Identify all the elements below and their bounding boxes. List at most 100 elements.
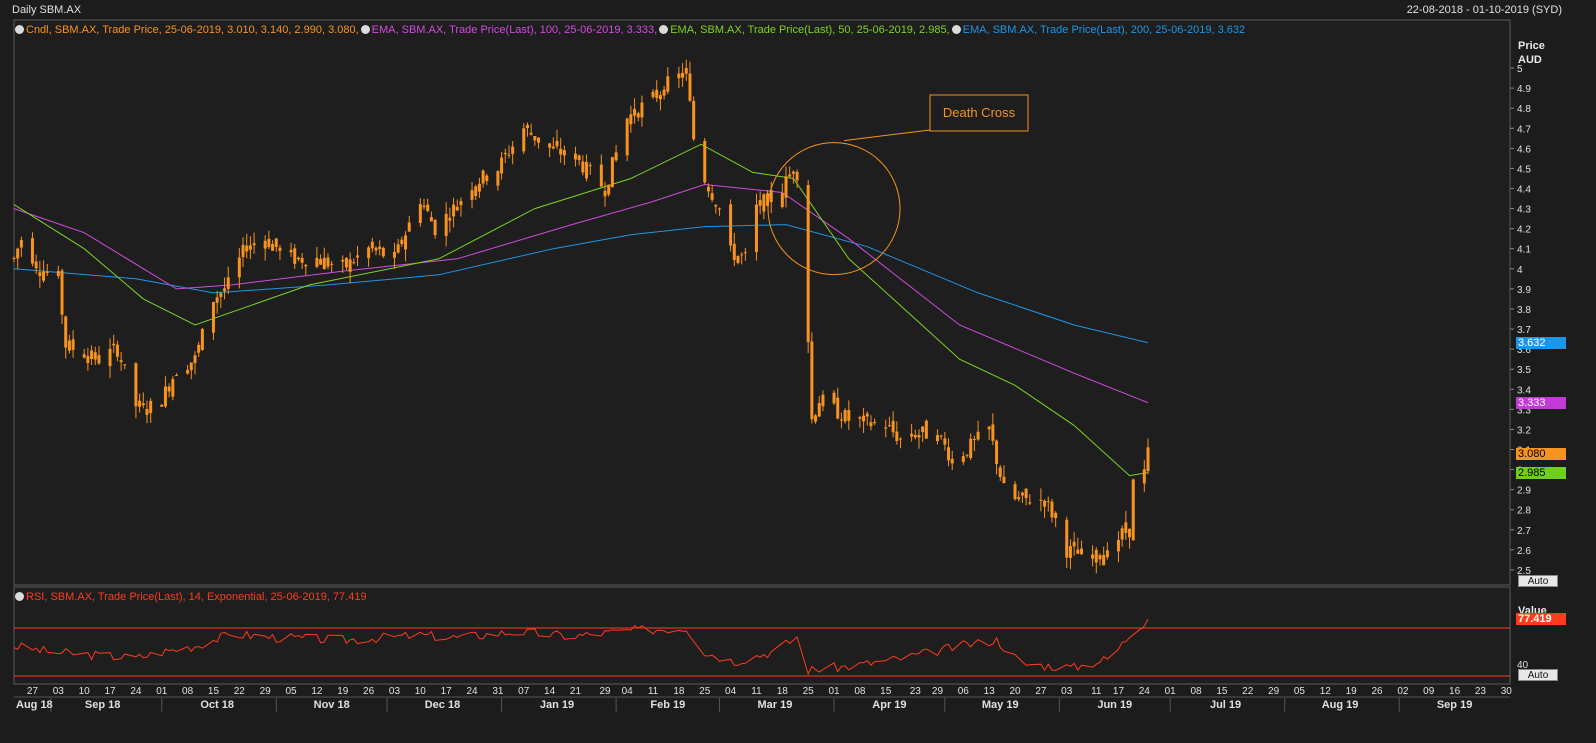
y-tick-label: 4.8	[1517, 104, 1531, 115]
candle-body	[433, 219, 437, 236]
x-day-label: 25	[699, 686, 711, 697]
candle-body	[581, 161, 585, 173]
candle-body	[271, 243, 275, 251]
candle-body	[961, 456, 965, 463]
date-x-axis: 27 03 10 17 24 01 08 15 22 29 05 12 19 26 03 10 17 24 31 07…	[14, 686, 1512, 712]
clock-icon	[360, 25, 370, 34]
candle-body	[507, 154, 511, 156]
candle-body	[474, 186, 478, 197]
candle-body	[64, 316, 68, 348]
y-tick-label: 3.8	[1517, 305, 1531, 316]
candle-body	[400, 239, 404, 245]
candle-body	[991, 424, 995, 441]
x-day-label: 29	[599, 686, 611, 697]
candle-body	[30, 238, 34, 264]
y-tick-label: 4.6	[1517, 144, 1531, 155]
rsi-auto-scale-button[interactable]: Auto	[1518, 669, 1558, 681]
x-month-label: Aug 19	[1322, 699, 1359, 711]
candle-body	[245, 245, 249, 252]
candle-body	[681, 72, 685, 78]
candle-body	[662, 89, 666, 96]
candle-body	[248, 245, 252, 250]
candle-body	[862, 415, 866, 422]
candle-body	[858, 417, 862, 419]
y-tick-label: 3.3	[1517, 405, 1531, 416]
candle-body	[163, 386, 167, 407]
candle-body	[263, 240, 267, 249]
candle-body	[374, 247, 378, 251]
candle-body	[762, 194, 766, 212]
price-auto-scale-button[interactable]: Auto	[1518, 575, 1558, 587]
candle-body	[352, 262, 356, 264]
x-day-label: 23	[1475, 686, 1487, 697]
x-day-label: 03	[53, 686, 65, 697]
ema-line	[13, 183, 1149, 404]
candle-body	[304, 264, 308, 267]
x-day-label: 24	[130, 686, 142, 697]
candle-body	[869, 422, 873, 427]
candle-body	[1054, 512, 1058, 519]
candle-body	[71, 339, 75, 350]
candle-body	[603, 190, 607, 197]
legend-ema200[interactable]: EMA, SBM.AX, Trade Price(Last), 200, 25-…	[951, 24, 1246, 36]
candle-body	[1116, 539, 1120, 552]
candle-body	[16, 248, 20, 259]
candle-body	[935, 435, 939, 442]
x-day-label: 23	[910, 686, 922, 697]
candle-body	[237, 257, 241, 278]
legend-ema100[interactable]: EMA, SBM.AX, Trade Price(Last), 100, 25-…	[360, 24, 657, 36]
candle-body	[658, 95, 662, 100]
price-axis-unit: AUD	[1518, 54, 1542, 66]
candle-body	[267, 238, 271, 248]
candle-body	[607, 184, 611, 195]
x-day-label: 08	[854, 686, 866, 697]
y-tick-label: 2.8	[1517, 506, 1531, 517]
y-tick-label: 2.5	[1517, 566, 1531, 577]
x-month-label: Sep 18	[85, 699, 120, 711]
candle-body	[370, 241, 374, 249]
x-day-label: 03	[389, 686, 401, 697]
y-tick-label: 2.6	[1517, 546, 1531, 557]
candle-body	[326, 257, 330, 267]
x-day-label: 04	[622, 686, 634, 697]
x-day-label: 20	[1009, 686, 1021, 697]
x-month-label: Jul 19	[1210, 699, 1241, 711]
candle-body	[444, 213, 448, 236]
candle-body	[422, 205, 426, 208]
x-month-label: Aug 18	[16, 699, 53, 711]
candle-body	[503, 152, 507, 155]
legend-candle[interactable]: Cndl, SBM.AX, Trade Price, 25-06-2019, 3…	[15, 24, 359, 36]
candle-body	[814, 415, 818, 422]
x-month-label: May 19	[982, 699, 1019, 711]
candle-body	[322, 257, 326, 270]
candle-body	[511, 146, 515, 154]
candle-body	[865, 413, 869, 417]
candle-body	[939, 435, 943, 437]
candle-body	[404, 235, 408, 250]
candle-body	[559, 148, 563, 155]
candle-body	[175, 375, 179, 377]
candle-body	[481, 170, 485, 184]
x-day-label: 15	[1216, 686, 1228, 697]
candle-body	[215, 297, 219, 303]
candle-body	[847, 409, 851, 421]
price-legend: Cndl, SBM.AX, Trade Price, 25-06-2019, 3…	[15, 24, 1247, 36]
candle-body	[795, 171, 799, 181]
rsi-legend[interactable]: RSI, SBM.AX, Trade Price(Last), 14, Expo…	[15, 591, 367, 603]
candle-body	[60, 270, 64, 315]
candle-body	[1020, 492, 1024, 496]
candle-body	[1142, 469, 1146, 484]
candle-body	[356, 255, 360, 258]
candle-body	[710, 193, 714, 200]
candle-body	[758, 200, 762, 206]
candle-body	[754, 204, 758, 252]
candle-body	[485, 175, 489, 182]
x-day-label: 10	[79, 686, 91, 697]
legend-ema50[interactable]: EMA, SBM.AX, Trade Price(Last), 50, 25-0…	[659, 24, 950, 36]
legend-ema200-label: EMA, SBM.AX, Trade Price(Last), 200, 25-…	[962, 24, 1246, 36]
candle-body	[252, 243, 256, 246]
candle-body	[585, 161, 589, 179]
candle-body	[1017, 497, 1021, 500]
candle-body	[522, 128, 526, 152]
candle-body	[82, 354, 86, 358]
